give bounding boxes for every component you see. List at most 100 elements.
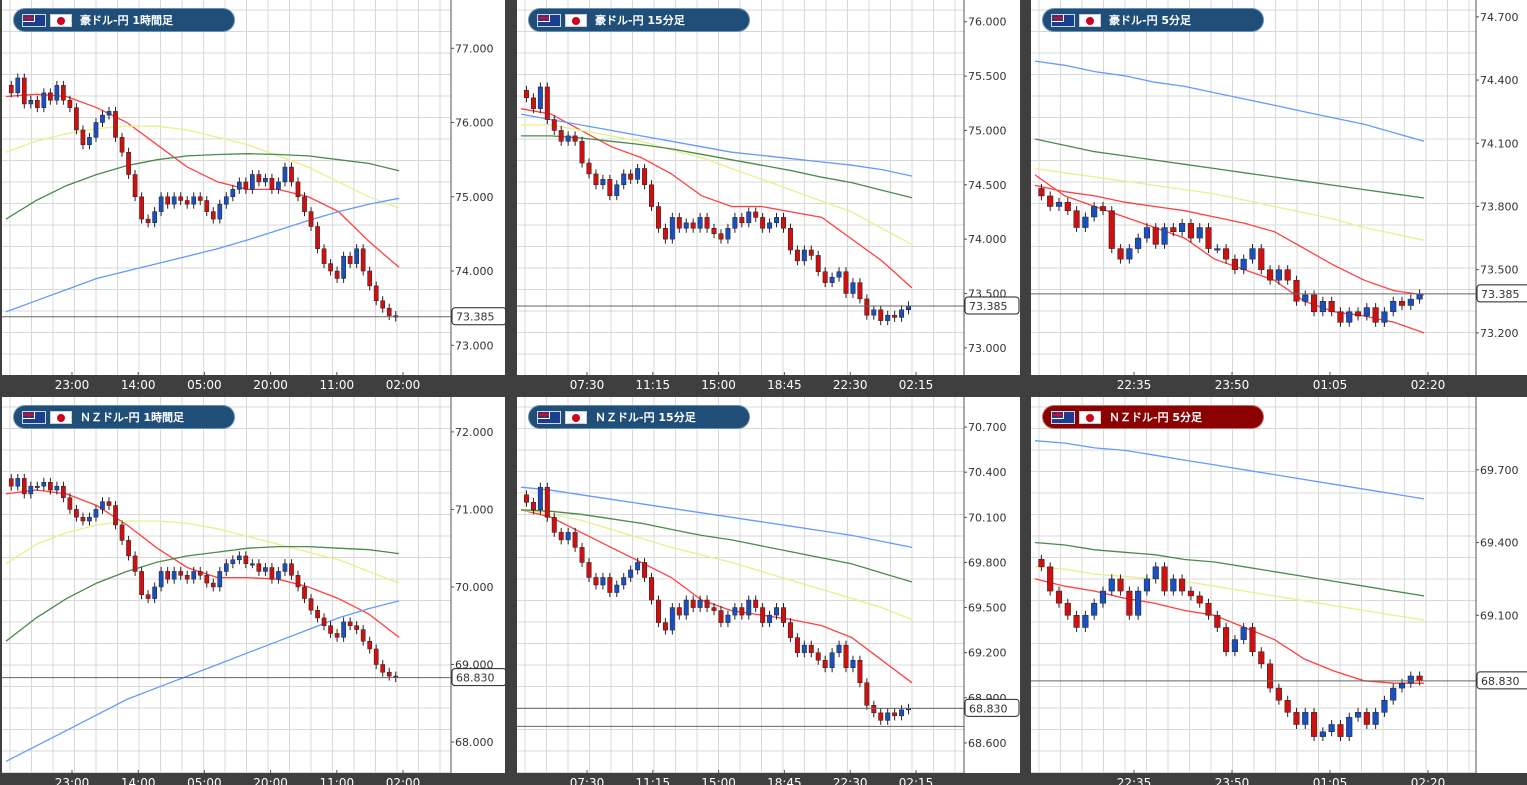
candle [739,212,745,228]
chart-svg: 69.700 69.400 69.100 68.830 22:35 23:50 01:05 0… [1031,397,1527,785]
x-tick-label: 22:35 [1117,378,1152,392]
candle [289,559,294,580]
candle [1047,562,1054,596]
candle [829,272,835,288]
candle [276,177,281,194]
current-price-label: 73.385 [1481,288,1520,301]
grid [1031,0,1476,375]
candle [178,566,184,580]
candle [334,266,340,283]
candle [1064,598,1071,620]
candle [697,212,703,233]
candle [1223,244,1230,264]
x-tick-label: 02:00 [386,776,421,785]
series-line-2 [5,125,400,209]
candle [732,603,738,620]
chart-panel-2: 76.000 75.500 75.000 74.500 74.000 73.500 73.0… [517,0,1020,393]
candle [649,572,654,605]
x-tick-label: 11:00 [320,378,355,392]
candle [551,512,557,537]
y-tick-label: 74.400 [1480,74,1519,87]
candle [1302,707,1309,729]
candle [380,296,386,313]
candle [1258,647,1265,669]
grid [517,0,964,375]
candle [655,595,661,628]
candle [1416,289,1423,304]
chart-title-pill[interactable]: 豪ドル-円 15分足 [529,9,749,31]
candle [676,212,682,233]
candle [41,477,47,491]
candle [857,655,863,688]
candle [1179,218,1186,237]
candle [621,169,627,190]
candle [1091,201,1098,222]
candle [67,95,73,113]
candle [711,603,717,616]
candle [269,563,275,584]
current-price-box [451,307,505,326]
candle [794,633,800,658]
candle [1126,244,1133,264]
candle [843,640,849,673]
candle [1143,223,1151,243]
y-tick-label: 70.100 [968,511,1007,524]
candle [1249,244,1256,264]
chart-title-pill[interactable]: 豪ドル-円 1時間足 [14,9,234,31]
grid [517,397,964,773]
candle [586,158,592,179]
candle [718,606,724,628]
chart-title-pill[interactable]: ＮＺドル-円 1時間足 [14,406,234,428]
y-tick-label: 70.000 [455,581,494,594]
candle [145,590,151,604]
candle [711,223,717,239]
candle [8,80,14,98]
candle [690,595,696,613]
candle [87,132,92,150]
y-tick-label: 69.500 [968,602,1007,615]
candle [341,617,346,642]
y-tick-label: 69.200 [968,647,1007,660]
australia-flag-icon [537,410,561,424]
candle [74,103,79,135]
candle [93,118,99,142]
series-line-1 [520,108,913,289]
candle [1328,719,1335,737]
y-tick-label: 74.700 [1480,11,1519,24]
candle [1108,206,1115,254]
series-line-2 [520,509,913,621]
candle [822,655,828,673]
chart-title: 豪ドル-円 15分足 [595,14,685,27]
candle [165,192,170,209]
chart-title-pill[interactable]: ＮＺドル-円 15分足 [529,406,749,428]
y-tick-label: 69.100 [1480,609,1519,622]
candle [586,557,592,582]
x-tick-label: 07:30 [570,776,605,785]
candle [1363,303,1370,321]
x-tick-label: 02:00 [386,378,421,392]
candle [1240,622,1247,645]
candle [171,566,177,584]
chart-title-pill[interactable]: ＮＺドル-円 5分足 [1043,406,1263,428]
candle [360,244,366,276]
candle [243,551,249,569]
candle [328,621,333,638]
candle [815,648,821,665]
candle [308,594,314,615]
candle [230,184,236,202]
candle [892,708,898,721]
chart-title-pill[interactable]: 豪ドル-円 5分足 [1043,9,1263,31]
candle [1337,307,1344,327]
candle [899,305,905,322]
candle [132,170,138,202]
x-tick-label: 18:45 [767,776,802,785]
candle [899,705,905,721]
japan-flag-icon [1079,13,1101,27]
x-tick-label: 20:00 [253,378,288,392]
series-line-3 [1034,541,1425,597]
candle [243,177,249,194]
candle [565,131,571,146]
candle [1381,307,1388,327]
candle [1108,574,1115,596]
candle [551,115,557,135]
